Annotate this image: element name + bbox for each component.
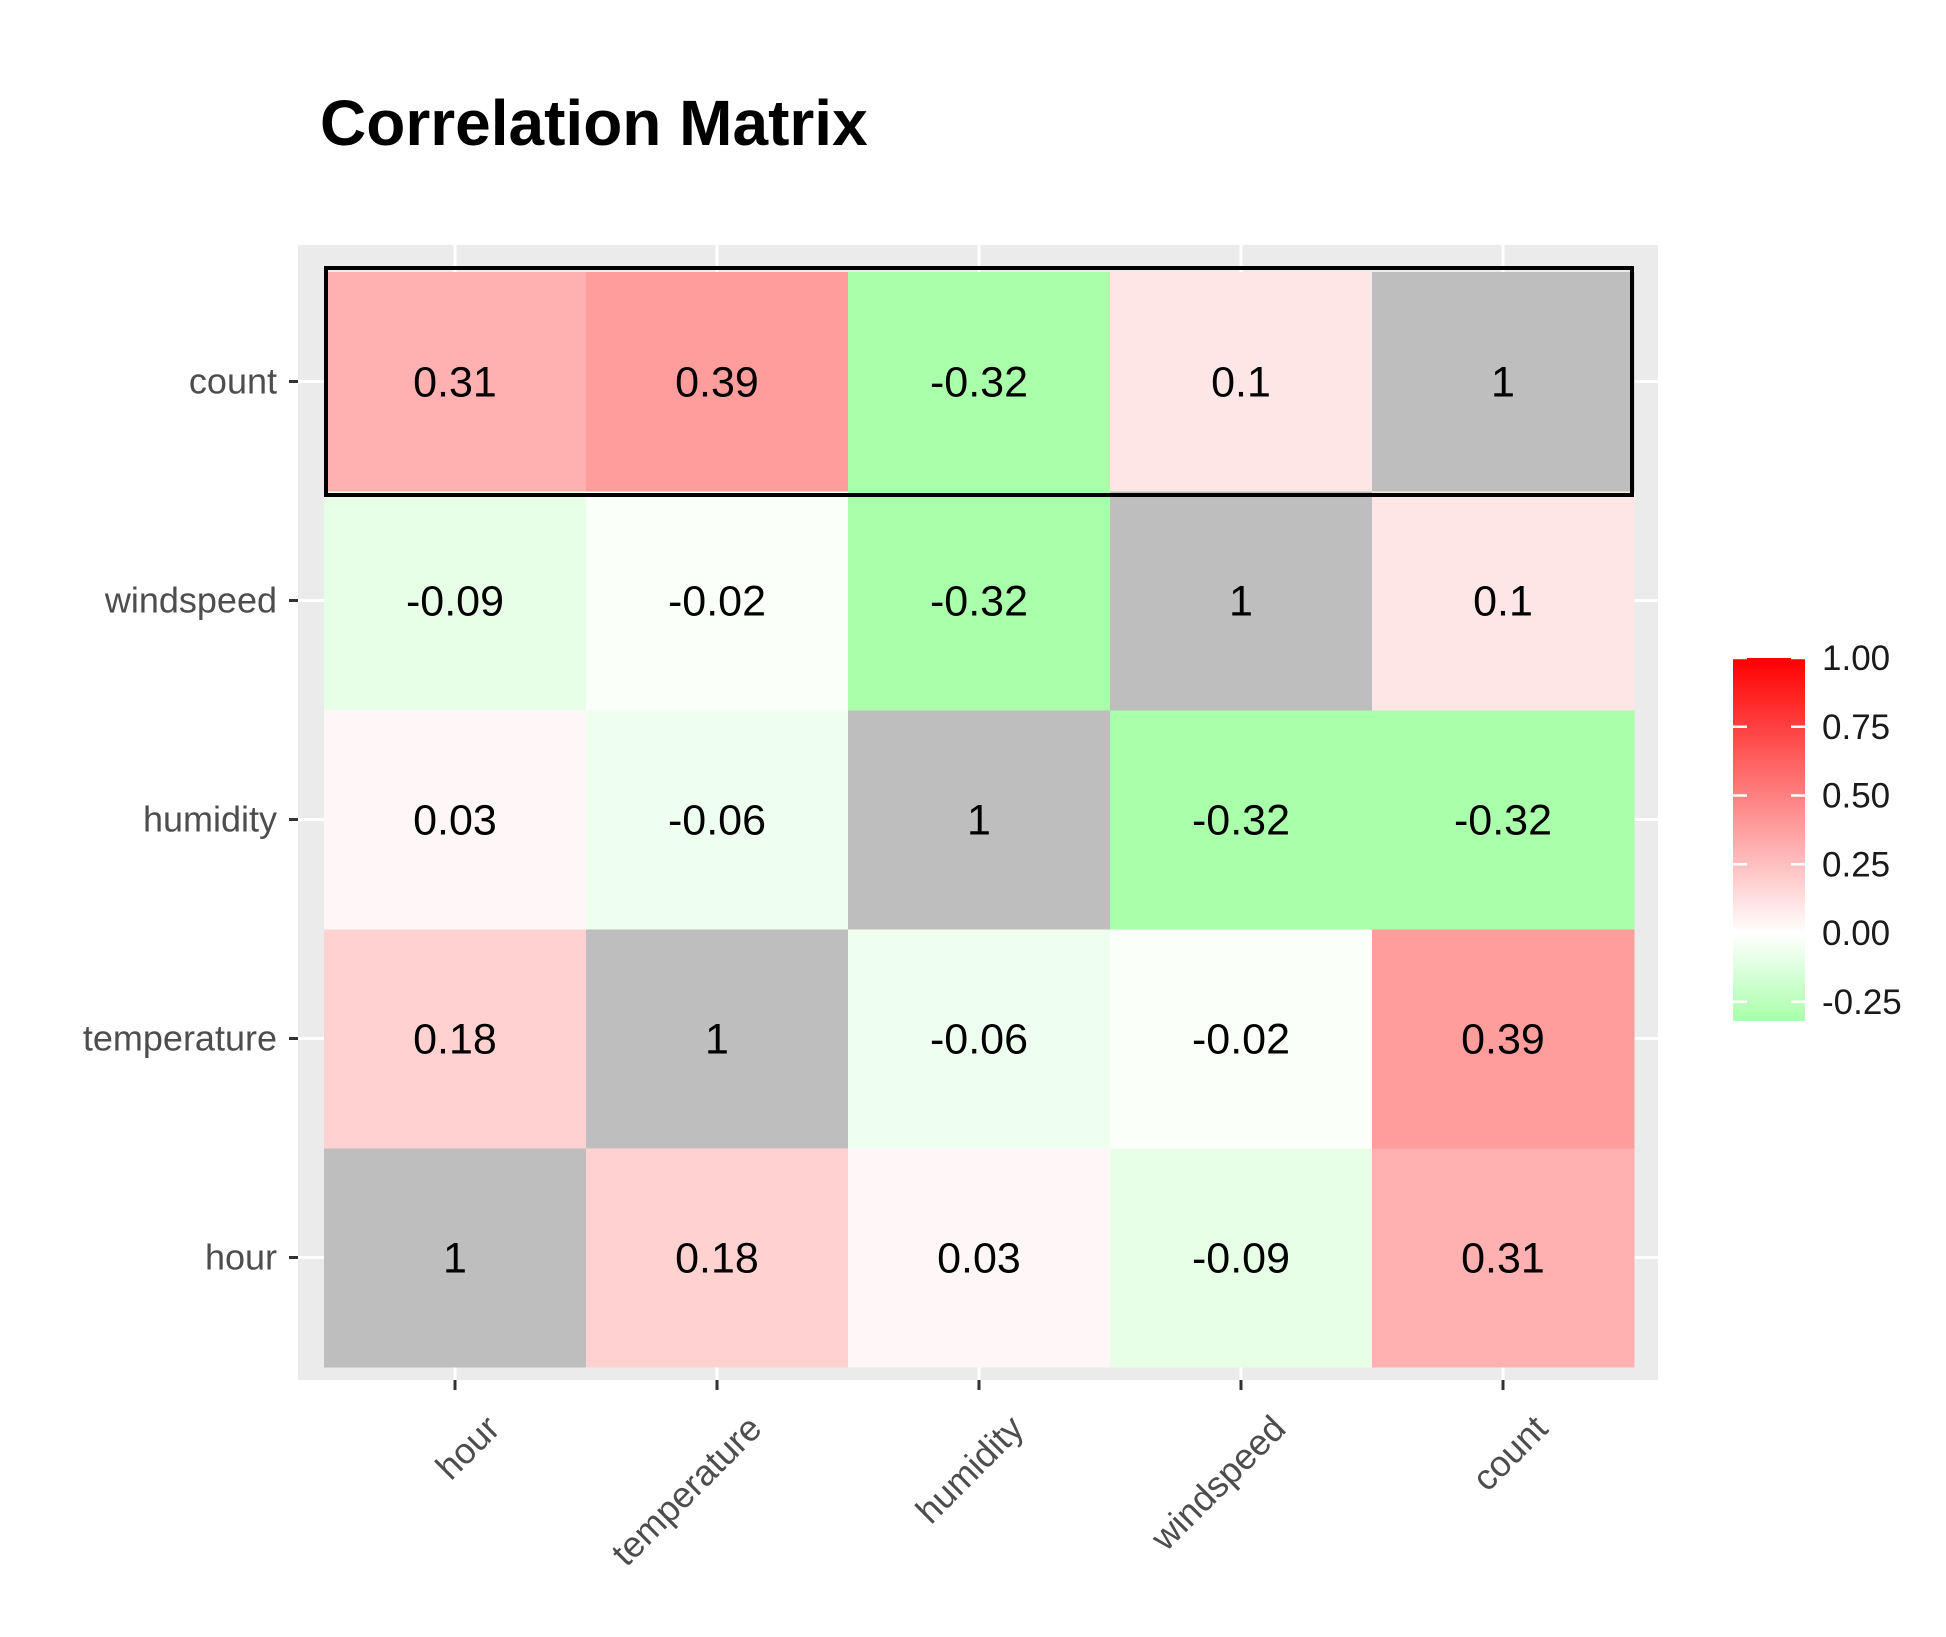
x-tick-label: windspeed	[1142, 1407, 1293, 1558]
cell-value-label: -0.32	[930, 578, 1028, 626]
y-axis: hour temperature humidity windspeed count	[83, 361, 298, 1278]
heatmap-cell	[848, 1148, 1111, 1368]
cell-value-label: -0.06	[930, 1016, 1028, 1064]
heatmap-cell	[324, 1148, 587, 1368]
chart-title: Correlation Matrix	[320, 87, 868, 159]
heatmap-cell	[324, 491, 587, 711]
highlight-row-box	[324, 266, 1634, 497]
y-tick-label: hour	[205, 1237, 277, 1278]
legend-tick-label: 0.75	[1822, 708, 1890, 747]
legend-colorbar	[1733, 658, 1805, 1021]
heatmap-cell	[586, 491, 849, 711]
cell-value-label: 0.18	[413, 1016, 497, 1064]
cell-value-label: -0.06	[668, 797, 766, 845]
cell-value-label: -0.32	[1192, 797, 1290, 845]
color-legend: 1.00 0.75 0.50 0.25 0.00 -0.25	[1733, 639, 1902, 1022]
heatmap-cell	[1110, 272, 1373, 492]
heatmap-cells	[324, 272, 1635, 1368]
cell-value-label: 1	[1229, 578, 1253, 626]
cell-value-label: 0.31	[1461, 1235, 1545, 1283]
cell-value-label: 0.39	[675, 359, 759, 407]
heatmap-cell	[1372, 710, 1635, 930]
heatmap-cell	[1372, 491, 1635, 711]
heatmap-cell	[1110, 929, 1373, 1149]
cell-value-label: 1	[705, 1016, 729, 1064]
cell-value-label: 0.1	[1473, 578, 1533, 626]
heatmap-cell	[1372, 272, 1635, 492]
cell-value-label: -0.02	[1192, 1016, 1290, 1064]
heatmap-cell	[1110, 1148, 1373, 1368]
cell-value-label: 1	[967, 797, 991, 845]
cell-value-label: 0.03	[413, 797, 497, 845]
heatmap-cell	[848, 491, 1111, 711]
y-tick-label: humidity	[143, 799, 277, 840]
cell-value-label: 0.39	[1461, 1016, 1545, 1064]
cell-value-label: 1	[443, 1235, 467, 1283]
heatmap-cell	[1110, 491, 1373, 711]
x-tick-label: hour	[427, 1407, 507, 1487]
heatmap-cell	[324, 710, 587, 930]
legend-tick-label: 0.50	[1822, 777, 1890, 816]
cell-value-label: 0.31	[413, 359, 497, 407]
legend-tick-label: 0.25	[1822, 845, 1890, 884]
legend-tick-label: 0.00	[1822, 914, 1890, 953]
y-tick-label: windspeed	[104, 580, 277, 621]
heatmap-cell	[848, 710, 1111, 930]
cell-value-label: -0.02	[668, 578, 766, 626]
x-tick-label: count	[1464, 1407, 1555, 1498]
heatmap-cell-labels: 1 0.18 0.03 -0.09 0.31 0.18 1 -0.06 -0.02 0.39 0.0…	[406, 359, 1552, 1283]
y-tick-label: temperature	[83, 1018, 277, 1059]
cell-value-label: -0.09	[1192, 1235, 1290, 1283]
heatmap-cell	[586, 1148, 849, 1368]
cell-value-label: 0.1	[1211, 359, 1271, 407]
legend-tick-label: 1.00	[1822, 639, 1890, 678]
heatmap-cell	[1372, 929, 1635, 1149]
heatmap-cell	[1372, 1148, 1635, 1368]
heatmap-cell	[848, 929, 1111, 1149]
x-axis: hour temperature humidity windspeed count	[427, 1380, 1555, 1574]
cell-value-label: -0.32	[930, 359, 1028, 407]
legend-tick-label: -0.25	[1822, 983, 1902, 1022]
heatmap-cell	[586, 272, 849, 492]
heatmap-cell	[324, 929, 587, 1149]
y-tick-label: count	[189, 361, 277, 402]
heatmap-cell	[848, 272, 1111, 492]
heatmap-cell	[324, 272, 587, 492]
cell-value-label: 0.03	[937, 1235, 1021, 1283]
cell-value-label: 0.18	[675, 1235, 759, 1283]
x-tick-label: humidity	[908, 1407, 1032, 1531]
cell-value-label: -0.09	[406, 578, 504, 626]
cell-value-label: 1	[1491, 359, 1515, 407]
heatmap-cell	[586, 710, 849, 930]
heatmap-cell	[1110, 710, 1373, 930]
heatmap-cell	[586, 929, 849, 1149]
x-tick-label: temperature	[603, 1407, 769, 1573]
cell-value-label: -0.32	[1454, 797, 1552, 845]
